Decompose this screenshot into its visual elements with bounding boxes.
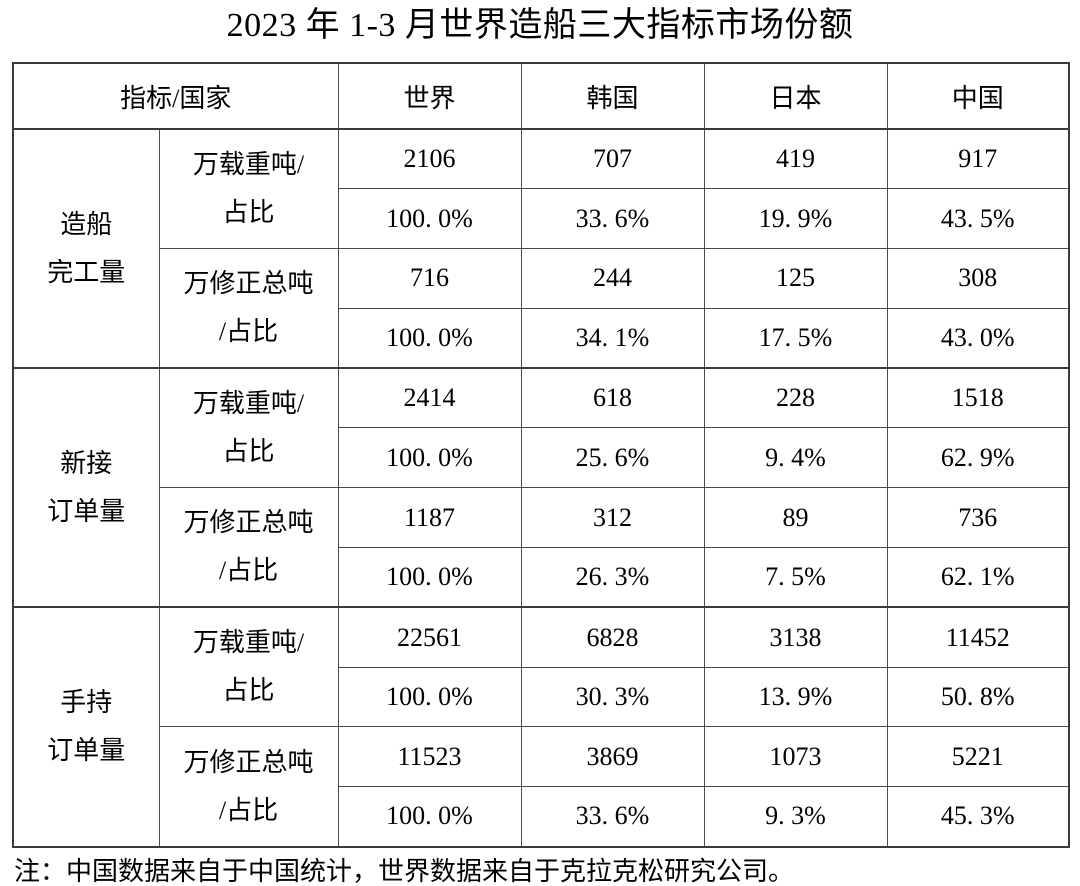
metric-unit-line: 万修正总吨: [183, 747, 314, 777]
table-row: 100. 0% 26. 3% 7. 5% 62. 1%: [13, 547, 1070, 608]
metric-unit-cell: 万载重吨/ 占比: [158, 367, 339, 489]
value-cell: 125: [703, 248, 888, 309]
share-cell: 100. 0%: [337, 786, 522, 848]
metric-unit-cell: 万修正总吨 /占比: [158, 726, 339, 848]
value-cell: 308: [886, 248, 1070, 309]
value-cell: 707: [520, 128, 705, 190]
share-cell: 26. 3%: [520, 547, 705, 608]
value-cell: 618: [520, 367, 705, 429]
value-cell: 5221: [886, 726, 1070, 788]
column-header-world: 世界: [337, 62, 522, 130]
column-header-china: 中国: [886, 62, 1070, 130]
share-cell: 7. 5%: [703, 547, 888, 608]
metric-unit-line: 占比: [222, 676, 275, 706]
table-row: 万修正总吨 /占比 11523 3869 1073 5221: [13, 726, 1070, 848]
table-row: 100. 0% 33. 6% 9. 3% 45. 3%: [13, 786, 1070, 848]
metric-unit-cell: 万修正总吨 /占比: [158, 487, 339, 608]
value-cell: 3869: [520, 726, 705, 788]
metric-unit-cell: 万修正总吨 /占比: [158, 248, 339, 369]
share-cell: 17. 5%: [703, 307, 888, 369]
column-header-japan: 日本: [703, 62, 888, 130]
group-label-line: 手持: [60, 687, 113, 717]
metric-unit-line: /占比: [218, 556, 279, 586]
metric-unit-line: 万载重吨/: [192, 628, 305, 658]
table-row: 万修正总吨 /占比 1187 312 89 736: [13, 487, 1070, 608]
share-cell: 30. 3%: [520, 666, 705, 728]
value-cell: 1073: [703, 726, 888, 788]
value-cell: 1187: [337, 487, 522, 549]
value-cell: 2106: [337, 128, 522, 190]
share-cell: 100. 0%: [337, 188, 522, 250]
value-cell: 1518: [886, 367, 1070, 429]
shipbuilding-indicators-table: 指标/国家 世界 韩国 日本 中国 造船 完工量 万载重吨/ 占比 2106 7…: [12, 62, 1071, 848]
share-cell: 100. 0%: [337, 427, 522, 489]
share-cell: 9. 4%: [703, 427, 888, 489]
metric-unit-cell: 万载重吨/ 占比: [158, 606, 339, 728]
metric-unit-line: 万载重吨/: [192, 150, 305, 180]
value-cell: 3138: [703, 606, 888, 668]
value-cell: 6828: [520, 606, 705, 668]
value-cell: 89: [703, 487, 888, 549]
source-footnote: 注：中国数据来自于中国统计，世界数据来自于克拉克松研究公司。: [14, 856, 795, 886]
group-label-line: 完工量: [47, 257, 126, 287]
value-cell: 736: [886, 487, 1070, 549]
share-cell: 25. 6%: [520, 427, 705, 489]
column-header-korea: 韩国: [520, 62, 705, 130]
share-cell: 50. 8%: [886, 666, 1070, 728]
share-cell: 9. 3%: [703, 786, 888, 848]
metric-unit-cell: 万载重吨/ 占比: [158, 128, 339, 250]
group-label-line: 造船: [60, 209, 113, 239]
share-cell: 43. 0%: [886, 307, 1070, 369]
group-label-cell: 造船 完工量: [12, 127, 160, 369]
value-cell: 11523: [337, 726, 522, 788]
metric-unit-line: 万修正总吨: [183, 508, 314, 538]
share-cell: 100. 0%: [337, 547, 522, 608]
value-cell: 312: [520, 487, 705, 549]
metric-unit-line: 万载重吨/: [192, 389, 305, 419]
value-cell: 716: [337, 248, 522, 309]
group-label-cell: 新接 订单量: [12, 367, 160, 608]
value-cell: 228: [703, 367, 888, 429]
group-label-line: 订单量: [47, 735, 126, 765]
table-row: 造船 完工量 万载重吨/ 占比 2106 707 419 917: [12, 127, 1070, 369]
share-cell: 62. 1%: [886, 547, 1070, 608]
group-label-line: 订单量: [47, 496, 126, 526]
table-row: 万修正总吨 /占比 716 244 125 308: [13, 248, 1070, 369]
group-label-line: 新接: [60, 448, 113, 478]
value-cell: 11452: [886, 606, 1070, 668]
table-row: 手持 订单量 万载重吨/ 占比 22561 6828 3138 11452: [12, 606, 1070, 848]
value-cell: 419: [703, 128, 888, 190]
table-row: 100. 0% 25. 6% 9. 4% 62. 9%: [13, 427, 1070, 489]
value-cell: 917: [886, 128, 1070, 190]
metric-unit-line: /占比: [218, 317, 279, 347]
value-cell: 22561: [337, 606, 522, 668]
value-cell: 244: [520, 248, 705, 309]
table-row: 100. 0% 30. 3% 13. 9% 50. 8%: [13, 666, 1070, 728]
share-cell: 45. 3%: [886, 786, 1070, 848]
value-cell: 2414: [337, 367, 522, 429]
page-title: 2023 年 1-3 月世界造船三大指标市场份额: [226, 7, 854, 44]
metric-unit-line: /占比: [218, 795, 279, 825]
share-cell: 43. 5%: [886, 188, 1070, 250]
metric-unit-line: 占比: [222, 437, 275, 467]
share-cell: 33. 6%: [520, 188, 705, 250]
share-cell: 34. 1%: [520, 307, 705, 369]
share-cell: 13. 9%: [703, 666, 888, 728]
share-cell: 33. 6%: [520, 786, 705, 848]
share-cell: 62. 9%: [886, 427, 1070, 489]
corner-header-cell: 指标/国家: [12, 62, 339, 130]
share-cell: 100. 0%: [337, 666, 522, 728]
header-row: 指标/国家 世界 韩国 日本 中国: [12, 62, 1070, 130]
metric-unit-line: 占比: [222, 198, 275, 228]
metric-unit-line: 万修正总吨: [183, 269, 314, 299]
share-cell: 100. 0%: [337, 307, 522, 369]
share-cell: 19. 9%: [703, 188, 888, 250]
group-label-cell: 手持 订单量: [12, 606, 160, 848]
table-row: 新接 订单量 万载重吨/ 占比 2414 618 228 1518: [12, 367, 1070, 608]
